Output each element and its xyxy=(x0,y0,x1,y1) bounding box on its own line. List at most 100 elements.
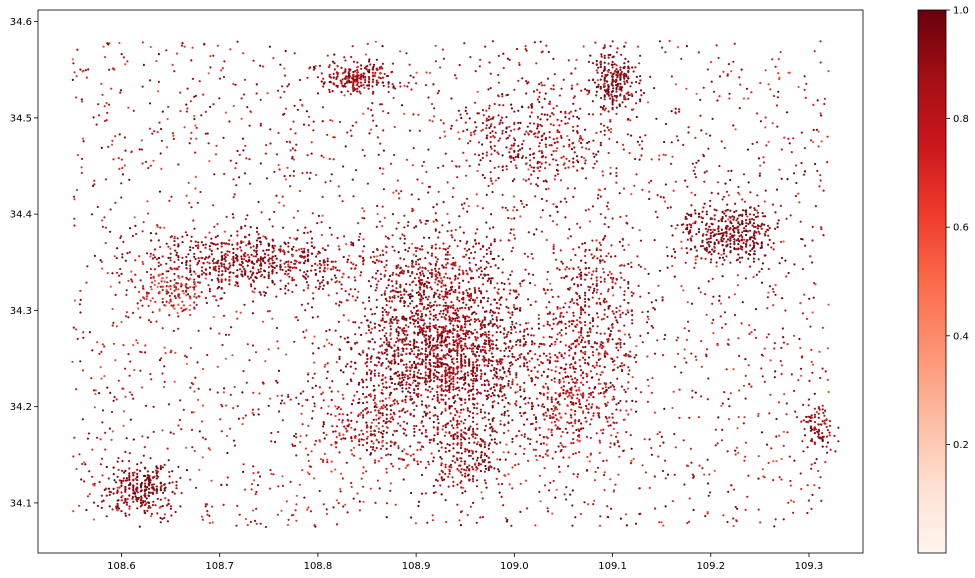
scatter-point xyxy=(402,332,405,335)
scatter-point xyxy=(385,264,388,267)
scatter-point xyxy=(621,101,624,104)
scatter-point xyxy=(569,235,572,238)
scatter-point xyxy=(709,261,712,264)
scatter-point xyxy=(736,217,739,220)
scatter-point xyxy=(248,233,251,236)
scatter-point xyxy=(405,383,408,386)
scatter-point xyxy=(580,406,583,409)
scatter-point xyxy=(462,332,465,335)
scatter-point xyxy=(213,295,216,298)
scatter-point xyxy=(485,339,488,342)
scatter-point xyxy=(116,460,119,463)
scatter-point xyxy=(391,70,394,73)
scatter-point xyxy=(694,220,697,223)
scatter-point xyxy=(418,325,421,328)
scatter-point xyxy=(825,425,828,428)
scatter-point xyxy=(635,102,638,105)
scatter-point xyxy=(246,275,249,278)
scatter-point xyxy=(472,332,475,335)
scatter-point xyxy=(216,247,219,250)
scatter-point xyxy=(460,433,463,436)
scatter-point xyxy=(477,154,481,157)
scatter-point xyxy=(501,132,504,135)
scatter-point xyxy=(473,320,476,323)
scatter-point xyxy=(544,179,547,182)
scatter-point xyxy=(488,246,491,250)
scatter-point xyxy=(406,375,409,378)
scatter-point xyxy=(446,251,449,254)
scatter-point xyxy=(140,495,143,498)
scatter-point xyxy=(752,222,756,225)
scatter-point xyxy=(572,311,575,314)
scatter-point xyxy=(456,342,459,345)
scatter-point xyxy=(465,432,468,435)
scatter-point xyxy=(395,280,398,283)
scatter-point xyxy=(592,139,595,142)
scatter-point xyxy=(252,465,255,468)
scatter-point xyxy=(377,422,380,425)
scatter-point xyxy=(145,488,148,491)
scatter-point xyxy=(197,281,200,284)
scatter-point xyxy=(387,90,390,94)
scatter-point xyxy=(446,276,449,280)
scatter-point xyxy=(544,156,547,159)
scatter-point xyxy=(352,244,355,247)
scatter-point xyxy=(314,272,317,276)
scatter-point xyxy=(555,159,558,162)
scatter-point xyxy=(487,297,490,300)
scatter-point xyxy=(479,469,482,473)
scatter-point xyxy=(519,330,522,333)
scatter-point xyxy=(456,483,459,486)
scatter-point xyxy=(580,341,583,344)
scatter-point xyxy=(440,365,443,368)
scatter-point xyxy=(146,470,149,473)
scatter-point xyxy=(527,368,530,371)
scatter-point xyxy=(372,250,375,254)
scatter-point xyxy=(547,387,550,391)
scatter-point xyxy=(523,334,526,337)
scatter-point xyxy=(491,340,494,343)
scatter-point xyxy=(548,144,551,147)
scatter-point xyxy=(112,473,115,476)
scatter-point xyxy=(562,377,565,380)
scatter-point xyxy=(381,317,384,320)
scatter-point xyxy=(485,127,488,130)
scatter-point xyxy=(221,256,224,259)
scatter-point xyxy=(424,371,427,374)
scatter-point xyxy=(517,144,520,147)
scatter-point xyxy=(729,239,732,242)
scatter-point xyxy=(548,301,551,304)
scatter-point xyxy=(452,348,455,351)
scatter-point xyxy=(381,67,384,70)
scatter-point xyxy=(352,75,355,78)
scatter-point xyxy=(607,93,610,96)
scatter-point xyxy=(175,480,178,483)
scatter-point xyxy=(352,60,356,63)
scatter-point xyxy=(420,245,424,248)
scatter-point xyxy=(510,107,513,110)
scatter-point xyxy=(142,501,145,504)
scatter-point xyxy=(745,219,748,222)
scatter-point xyxy=(377,76,380,79)
scatter-point xyxy=(226,250,229,253)
scatter-point xyxy=(333,76,336,79)
scatter-point xyxy=(365,401,369,404)
scatter-point xyxy=(527,272,530,275)
scatter-point xyxy=(542,180,545,183)
scatter-point xyxy=(255,226,259,230)
scatter-point xyxy=(434,362,437,365)
scatter-point xyxy=(434,243,437,246)
scatter-point xyxy=(298,261,301,264)
scatter-point xyxy=(485,134,488,137)
scatter-point xyxy=(356,71,359,74)
scatter-point xyxy=(564,122,567,125)
scatter-point xyxy=(404,398,407,401)
scatter-point xyxy=(499,458,502,461)
scatter-point xyxy=(495,331,498,334)
scatter-point xyxy=(452,418,455,421)
scatter-point xyxy=(185,469,189,472)
scatter-point xyxy=(167,459,170,462)
scatter-point xyxy=(497,255,500,258)
scatter-point xyxy=(452,306,455,309)
scatter-point xyxy=(264,291,267,295)
